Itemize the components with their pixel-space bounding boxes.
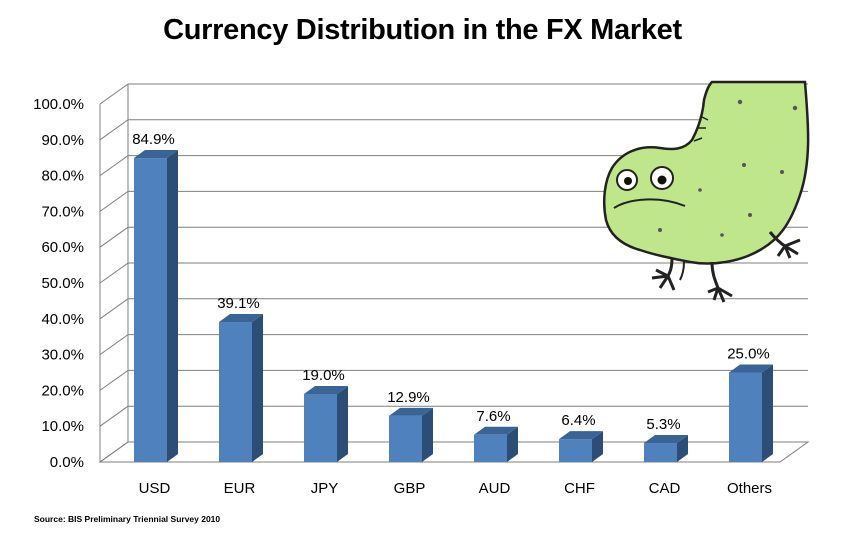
y-tick-label: 60.0% bbox=[41, 239, 84, 256]
axes bbox=[98, 84, 810, 463]
gridline-side bbox=[99, 119, 129, 141]
gridline-side bbox=[99, 405, 129, 427]
data-label: 6.4% bbox=[561, 412, 595, 429]
bar-front bbox=[219, 322, 252, 462]
bar bbox=[219, 314, 263, 462]
y-tick-label: 90.0% bbox=[41, 132, 84, 149]
data-label: 84.9% bbox=[132, 131, 175, 148]
bar-side bbox=[337, 385, 348, 462]
bar-top bbox=[304, 385, 348, 394]
bar-front bbox=[559, 439, 592, 462]
x-tick-label: CAD bbox=[649, 480, 681, 497]
source-note: Source: BIS Preliminary Triennial Survey… bbox=[34, 514, 221, 524]
data-label: 5.3% bbox=[646, 416, 680, 433]
gridline-side bbox=[99, 190, 129, 212]
data-label: 7.6% bbox=[476, 408, 510, 425]
gridline-side bbox=[99, 83, 129, 105]
y-tick-label: 30.0% bbox=[41, 347, 84, 364]
bars bbox=[134, 150, 773, 463]
bar bbox=[644, 435, 688, 462]
gridline-side bbox=[99, 369, 129, 391]
y-tick-label: 70.0% bbox=[41, 203, 84, 220]
y-tick-label: 80.0% bbox=[41, 168, 84, 185]
x-tick-label: Others bbox=[727, 480, 772, 497]
bar-top bbox=[219, 314, 263, 323]
x-tick-label: AUD bbox=[479, 480, 511, 497]
bar-side bbox=[422, 407, 433, 462]
bar bbox=[474, 426, 518, 462]
bar bbox=[304, 385, 348, 462]
data-label: 19.0% bbox=[302, 367, 345, 384]
bar-front bbox=[644, 443, 677, 462]
bar-top bbox=[729, 364, 773, 373]
x-tick-label: CHF bbox=[564, 480, 595, 497]
bar-top bbox=[559, 431, 603, 440]
x-tick-label: JPY bbox=[311, 480, 339, 497]
chart-title: Currency Distribution in the FX Market bbox=[163, 14, 682, 46]
x-tick-label: EUR bbox=[224, 480, 256, 497]
bar bbox=[134, 150, 178, 463]
bar bbox=[559, 431, 603, 462]
bar-front bbox=[389, 415, 422, 462]
bar-side bbox=[677, 435, 688, 462]
x-tick-label: USD bbox=[139, 480, 171, 497]
labels: 0.0% 10.0% 20.0% 30.0% 40.0% 50.0% 60.0% 70.0% 8… bbox=[33, 96, 772, 497]
data-label: 39.1% bbox=[217, 295, 260, 312]
bar-top bbox=[474, 426, 518, 435]
bar-front bbox=[474, 434, 507, 462]
bar-top bbox=[644, 435, 688, 444]
gridline-side bbox=[99, 155, 129, 177]
bar-side bbox=[167, 150, 178, 463]
gridline-side bbox=[99, 334, 129, 356]
bar-side bbox=[762, 364, 773, 462]
data-label: 12.9% bbox=[387, 389, 430, 406]
x-tick-label: GBP bbox=[394, 480, 426, 497]
y-tick-label: 0.0% bbox=[50, 454, 84, 471]
bar-front bbox=[134, 158, 167, 463]
data-label: 25.0% bbox=[727, 346, 770, 363]
floor bbox=[98, 441, 810, 463]
gridline-side bbox=[99, 226, 129, 248]
gridline-side bbox=[99, 298, 129, 320]
y-tick-label: 50.0% bbox=[41, 275, 84, 292]
bar-front bbox=[304, 393, 337, 462]
bar bbox=[729, 364, 773, 462]
bar-side bbox=[507, 426, 518, 462]
bar bbox=[389, 407, 433, 462]
y-tick-label: 40.0% bbox=[41, 311, 84, 328]
gridline-side bbox=[99, 262, 129, 284]
y-tick-label: 20.0% bbox=[41, 382, 84, 399]
bar-front bbox=[729, 372, 762, 462]
green-monster-icon bbox=[603, 80, 810, 303]
y-tick-label: 100.0% bbox=[33, 96, 84, 113]
bar-top bbox=[389, 407, 433, 416]
bar-top bbox=[134, 150, 178, 159]
bar-side bbox=[592, 431, 603, 462]
bar-side bbox=[252, 314, 263, 462]
y-tick-label: 10.0% bbox=[41, 418, 84, 435]
